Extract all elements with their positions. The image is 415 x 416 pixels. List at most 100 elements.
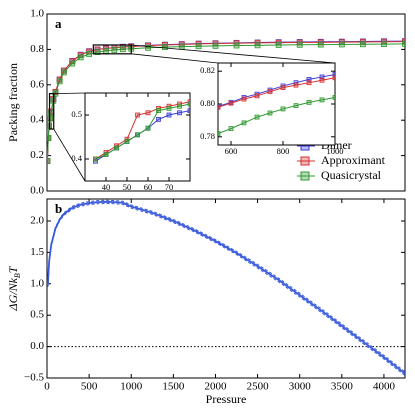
- x-tick-label: 1000: [120, 381, 143, 393]
- data-line: [95, 101, 190, 160]
- data-marker: [145, 110, 151, 116]
- data-marker: [111, 47, 118, 53]
- x-tick-label: 0: [44, 381, 50, 393]
- data-marker: [166, 106, 172, 111]
- data-marker: [338, 41, 345, 48]
- y-tick-label: 0.2: [30, 149, 44, 161]
- y-tick-label: 1.0: [30, 277, 44, 289]
- data-marker: [228, 126, 234, 131]
- data-marker: [241, 120, 247, 126]
- data-marker: [156, 117, 161, 122]
- data-marker: [135, 112, 140, 118]
- data-marker: [293, 103, 299, 109]
- y-axis-label-part: ΔG/Nk: [6, 277, 20, 311]
- zoom-connector: [53, 128, 86, 182]
- data-marker: [103, 47, 109, 54]
- y-tick-label: 0.78: [200, 131, 215, 141]
- data-marker: [119, 46, 126, 53]
- data-marker: [145, 44, 151, 51]
- data-marker: [359, 41, 366, 48]
- data-marker: [47, 158, 51, 164]
- data-marker: [156, 108, 161, 113]
- data-marker: [267, 110, 273, 116]
- data-marker: [114, 145, 119, 151]
- data-marker: [381, 41, 387, 47]
- series-group: [93, 99, 190, 164]
- x-tick-label: 60: [144, 182, 153, 192]
- data-marker: [275, 42, 282, 48]
- x-tick-label: 800: [277, 146, 290, 156]
- data-marker: [103, 152, 109, 158]
- zoom-box: [48, 93, 55, 130]
- data-marker: [218, 131, 221, 136]
- data-marker: [241, 96, 247, 102]
- panel: −0.5 0.0 0.5 1.0 1.5 2.0 0 500 1000 1500 2000 2500 3…: [6, 198, 406, 406]
- error-line: [47, 199, 405, 373]
- data-marker: [195, 43, 202, 50]
- legend-marker: [300, 171, 310, 181]
- error-line: [47, 202, 405, 376]
- y-tick-label: 0.4: [30, 114, 44, 126]
- x-tick-label: 1000: [327, 146, 344, 156]
- legend-marker: [300, 156, 310, 166]
- data-marker: [254, 114, 260, 120]
- data-marker: [280, 85, 286, 90]
- data-marker: [124, 138, 130, 144]
- data-marker: [177, 103, 182, 109]
- y-tick-label: 1.5: [30, 246, 44, 258]
- data-marker: [77, 54, 84, 61]
- data-marker: [94, 49, 101, 55]
- data-marker: [319, 74, 325, 80]
- x-axis-label: Pressure: [206, 392, 247, 406]
- y-tick-label: 0.0: [30, 340, 44, 352]
- zoom-connector: [131, 53, 219, 64]
- panel-label: b: [55, 201, 62, 216]
- x-tick-label: 70: [165, 182, 174, 192]
- x-tick-label: 2000: [204, 381, 227, 393]
- data-marker: [218, 104, 221, 110]
- y-tick-label: 0.6: [30, 78, 44, 90]
- data-marker: [233, 42, 240, 49]
- data-line: [218, 96, 335, 134]
- x-tick-label: 40: [102, 182, 111, 192]
- data-marker: [162, 44, 168, 50]
- data-line: [218, 77, 335, 108]
- y-axis-label-part: T: [6, 265, 20, 273]
- data-marker: [135, 132, 140, 138]
- y-axis-label: Packing fraction: [6, 63, 20, 142]
- x-tick-label: 600: [225, 146, 238, 156]
- y-tick-label: 0.5: [71, 109, 82, 119]
- inset: 0.78 0.80 0.82 600 800 1000: [200, 62, 344, 156]
- data-marker: [177, 110, 182, 116]
- data-marker: [93, 156, 98, 162]
- x-tick-label: 3500: [331, 381, 354, 393]
- data-marker: [332, 75, 335, 81]
- y-tick-label: 0.80: [200, 98, 215, 108]
- data-marker: [296, 41, 303, 48]
- data-marker: [254, 42, 261, 49]
- series-group: [218, 72, 335, 136]
- legend-label: Quasicrystal: [321, 168, 382, 182]
- data-marker: [306, 99, 312, 105]
- data-marker: [69, 60, 76, 67]
- data-marker: [187, 108, 190, 113]
- y-axis-label: ΔG/NkBT: [6, 265, 23, 311]
- data-marker: [254, 93, 260, 99]
- data-marker: [332, 72, 335, 77]
- data-marker: [86, 51, 93, 57]
- y-tick-label: 0.4: [71, 153, 82, 163]
- x-tick-label: 50: [123, 182, 132, 192]
- data-marker: [319, 97, 325, 103]
- y-axis-label-part: B: [13, 273, 22, 278]
- data-marker: [60, 69, 67, 76]
- panel-label: a: [55, 16, 62, 31]
- data-line: [95, 103, 190, 160]
- data-marker: [267, 89, 273, 95]
- series-group: [47, 199, 405, 376]
- data-marker: [317, 41, 324, 48]
- data-marker: [187, 101, 190, 107]
- y-tick-label: −0.5: [24, 372, 44, 384]
